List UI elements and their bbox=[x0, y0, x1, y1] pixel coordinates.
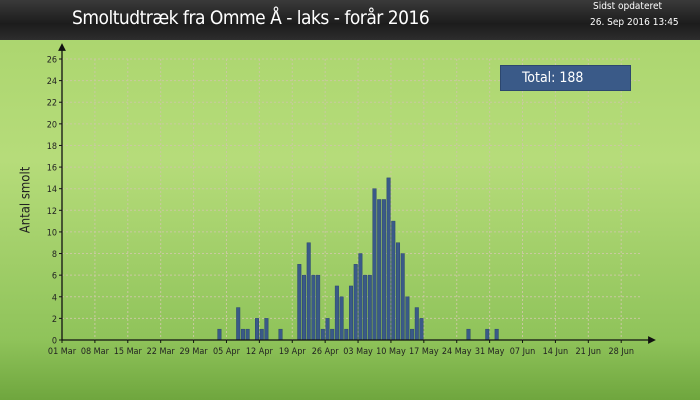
bar bbox=[236, 307, 241, 341]
grid-lines bbox=[62, 58, 640, 340]
y-axis-label: Antal smolt bbox=[18, 166, 34, 234]
bar bbox=[410, 328, 415, 341]
bar bbox=[348, 285, 354, 341]
bar bbox=[264, 318, 269, 341]
bar bbox=[320, 328, 325, 341]
x-tick-label: 28 Jun bbox=[608, 347, 634, 357]
bar bbox=[485, 328, 490, 341]
bar bbox=[306, 242, 311, 341]
chart-title: Smoltudtræk fra Omme Å - laks - forår 20… bbox=[72, 7, 430, 29]
x-tick-labels: 01 Mar 08 Mar 15 Mar 22 Mar 29 Mar 05 Apr 12 A… bbox=[48, 347, 634, 357]
x-tick-label: 15 Mar bbox=[114, 347, 143, 357]
x-tick-label: 08 Mar bbox=[81, 347, 110, 357]
bar bbox=[259, 328, 264, 341]
y-tick-label: 12 bbox=[47, 207, 57, 217]
bar bbox=[301, 274, 307, 341]
y-tick-label: 6 bbox=[52, 272, 57, 282]
y-tick-label: 8 bbox=[52, 250, 57, 260]
x-tick-label: 26 Apr bbox=[312, 347, 340, 357]
bar bbox=[325, 318, 330, 341]
x-tick-label: 10 May bbox=[376, 347, 406, 357]
y-tick-label: 4 bbox=[52, 293, 57, 303]
bar bbox=[311, 274, 316, 341]
y-tick-label: 14 bbox=[47, 185, 57, 195]
bar bbox=[358, 253, 363, 341]
bar bbox=[386, 177, 391, 341]
total-badge: Total: 188 bbox=[500, 65, 631, 91]
y-tick-label: 0 bbox=[52, 337, 57, 347]
x-tick-label: 01 Mar bbox=[48, 347, 77, 357]
bar bbox=[344, 328, 349, 341]
axes bbox=[58, 43, 656, 344]
x-tick-label: 24 May bbox=[442, 347, 472, 357]
bar bbox=[466, 328, 471, 341]
bar bbox=[400, 253, 405, 341]
y-tick-label: 10 bbox=[47, 228, 57, 238]
bar bbox=[367, 274, 372, 341]
bar bbox=[217, 328, 222, 341]
bar bbox=[255, 318, 260, 341]
bar bbox=[363, 274, 368, 341]
x-tick-label: 31 May bbox=[475, 347, 505, 357]
y-tick-label: 26 bbox=[47, 56, 57, 66]
bar bbox=[278, 328, 283, 341]
bar bbox=[377, 199, 382, 341]
x-tick-label: 19 Apr bbox=[279, 347, 307, 357]
x-tick-label: 14 Jun bbox=[543, 347, 569, 357]
x-tick-label: 21 Jun bbox=[576, 347, 602, 357]
x-tick-label: 12 Apr bbox=[246, 347, 274, 357]
x-tick-label: 29 Mar bbox=[179, 347, 208, 357]
last-updated-label: Sidst opdateret bbox=[593, 1, 663, 12]
last-updated-value: 26. Sep 2016 13:45 bbox=[590, 17, 679, 28]
bar bbox=[334, 285, 339, 341]
x-tick-label: 17 May bbox=[409, 347, 439, 357]
bar bbox=[405, 296, 410, 341]
bar bbox=[330, 328, 335, 341]
bar bbox=[353, 264, 358, 341]
y-tick-label: 18 bbox=[47, 142, 57, 152]
bar bbox=[339, 296, 344, 341]
y-tick-label: 24 bbox=[47, 77, 57, 87]
bar bbox=[316, 274, 321, 341]
x-tick-label: 03 May bbox=[343, 347, 373, 357]
bar bbox=[245, 328, 250, 341]
x-tick-label: 05 Apr bbox=[213, 347, 241, 357]
x-tick-label: 07 Jun bbox=[510, 347, 536, 357]
bar bbox=[494, 328, 499, 341]
y-tick-label: 20 bbox=[47, 120, 57, 130]
bar bbox=[395, 242, 401, 341]
bar bbox=[419, 318, 424, 341]
bar bbox=[297, 264, 302, 341]
bar bbox=[391, 220, 396, 341]
chart-header: Smoltudtræk fra Omme Å - laks - forår 20… bbox=[0, 0, 700, 40]
y-tick-label: 2 bbox=[52, 315, 57, 325]
bar bbox=[372, 188, 377, 341]
bar bbox=[414, 307, 419, 341]
bar bbox=[381, 199, 386, 341]
bar bbox=[240, 328, 245, 341]
y-tick-label: 16 bbox=[47, 164, 57, 174]
x-tick-label: 22 Mar bbox=[147, 347, 176, 357]
y-tick-label: 22 bbox=[47, 99, 57, 109]
